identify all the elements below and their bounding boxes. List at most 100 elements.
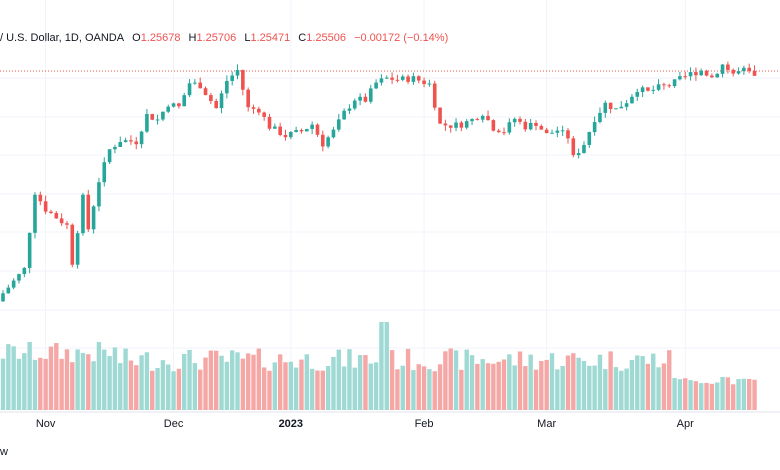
volume-bar bbox=[32, 359, 38, 410]
volume-bar bbox=[448, 348, 453, 410]
volume-bar bbox=[11, 346, 16, 410]
candle bbox=[662, 82, 666, 90]
volume-bar bbox=[112, 347, 118, 410]
volume-bar bbox=[507, 354, 512, 410]
candle bbox=[91, 205, 96, 234]
volume-bar bbox=[555, 369, 560, 410]
candle bbox=[198, 77, 203, 89]
candle-body bbox=[27, 232, 32, 268]
candle-body bbox=[315, 124, 320, 135]
volume-bar bbox=[368, 363, 373, 410]
candle-body bbox=[123, 140, 128, 143]
candle-body bbox=[214, 101, 218, 109]
candle bbox=[486, 110, 490, 121]
candle bbox=[363, 93, 368, 103]
volume-bar bbox=[640, 356, 645, 410]
candle-body bbox=[518, 118, 522, 122]
candle bbox=[534, 120, 538, 131]
volume-bar bbox=[267, 370, 272, 410]
candle bbox=[70, 223, 75, 268]
candle-body bbox=[91, 206, 96, 230]
candle-body bbox=[448, 125, 453, 128]
volume-bar bbox=[315, 370, 320, 410]
volume-bar bbox=[539, 360, 544, 410]
candle bbox=[86, 189, 91, 232]
candle bbox=[187, 79, 192, 98]
candle bbox=[694, 67, 698, 81]
candle-body bbox=[257, 108, 261, 113]
candle-body bbox=[11, 280, 16, 288]
volume-bar bbox=[214, 350, 219, 410]
volume-bar bbox=[134, 365, 139, 410]
time-axis: Nov Dec 2023 Feb Mar Apr bbox=[36, 418, 694, 430]
volume-bar bbox=[22, 353, 27, 410]
volume-bar bbox=[192, 363, 198, 410]
candle bbox=[283, 129, 288, 141]
open-label: O bbox=[132, 32, 141, 44]
candle bbox=[352, 98, 357, 111]
candle bbox=[59, 213, 64, 226]
candle bbox=[624, 99, 629, 111]
candle bbox=[502, 127, 506, 136]
volume-bar bbox=[176, 368, 182, 410]
candle-body bbox=[246, 89, 250, 108]
candle-body bbox=[177, 103, 181, 107]
candle-body bbox=[321, 134, 325, 147]
close-label: C bbox=[298, 32, 307, 44]
candle bbox=[1, 290, 5, 302]
candle-body bbox=[742, 67, 746, 72]
candle-body bbox=[475, 119, 480, 121]
volume-bar bbox=[80, 352, 86, 410]
candle bbox=[427, 79, 432, 87]
volume-bar bbox=[485, 363, 491, 410]
candle-body bbox=[576, 153, 581, 156]
candle-body bbox=[651, 89, 656, 91]
candle bbox=[43, 195, 48, 215]
candle-body bbox=[496, 130, 501, 133]
candle-body bbox=[683, 76, 688, 78]
candle bbox=[123, 137, 128, 143]
candle bbox=[592, 116, 597, 136]
candle-body bbox=[22, 267, 27, 275]
candle-body bbox=[336, 119, 341, 130]
volume-bar bbox=[464, 349, 469, 410]
candle-body bbox=[230, 75, 234, 81]
volume-bar bbox=[661, 363, 667, 410]
candle-body bbox=[347, 108, 352, 111]
volume-bar bbox=[437, 364, 443, 410]
candle bbox=[342, 108, 346, 120]
candle-body bbox=[203, 88, 208, 96]
volume-bar bbox=[341, 366, 347, 410]
volume-bar bbox=[475, 363, 480, 410]
candle-body bbox=[134, 141, 139, 145]
candle-body bbox=[731, 69, 736, 74]
candle bbox=[422, 77, 426, 88]
volume-bar bbox=[565, 355, 571, 410]
volume-bar bbox=[395, 369, 400, 410]
volume-bar bbox=[677, 379, 683, 410]
volume-bar bbox=[235, 352, 240, 410]
volume-bar bbox=[587, 365, 592, 410]
volume-bar bbox=[6, 344, 11, 410]
volume-bar bbox=[635, 355, 640, 410]
candle-body bbox=[566, 130, 570, 139]
candle-body bbox=[480, 115, 485, 120]
candle-body bbox=[390, 77, 394, 80]
candle bbox=[6, 284, 11, 294]
candle-body bbox=[694, 72, 698, 76]
volume-bar bbox=[288, 361, 294, 410]
candle-body bbox=[635, 91, 640, 97]
candle bbox=[704, 69, 709, 77]
candle-body bbox=[656, 84, 661, 90]
candle bbox=[118, 136, 123, 148]
volume-bar bbox=[118, 363, 123, 410]
volume-bar bbox=[459, 369, 464, 410]
volume-bar bbox=[528, 354, 533, 410]
candle-body bbox=[640, 87, 645, 92]
candle bbox=[65, 220, 69, 230]
candle-body bbox=[145, 114, 149, 132]
candle-body bbox=[598, 112, 602, 123]
candles bbox=[1, 61, 757, 302]
candle-body bbox=[342, 110, 346, 120]
